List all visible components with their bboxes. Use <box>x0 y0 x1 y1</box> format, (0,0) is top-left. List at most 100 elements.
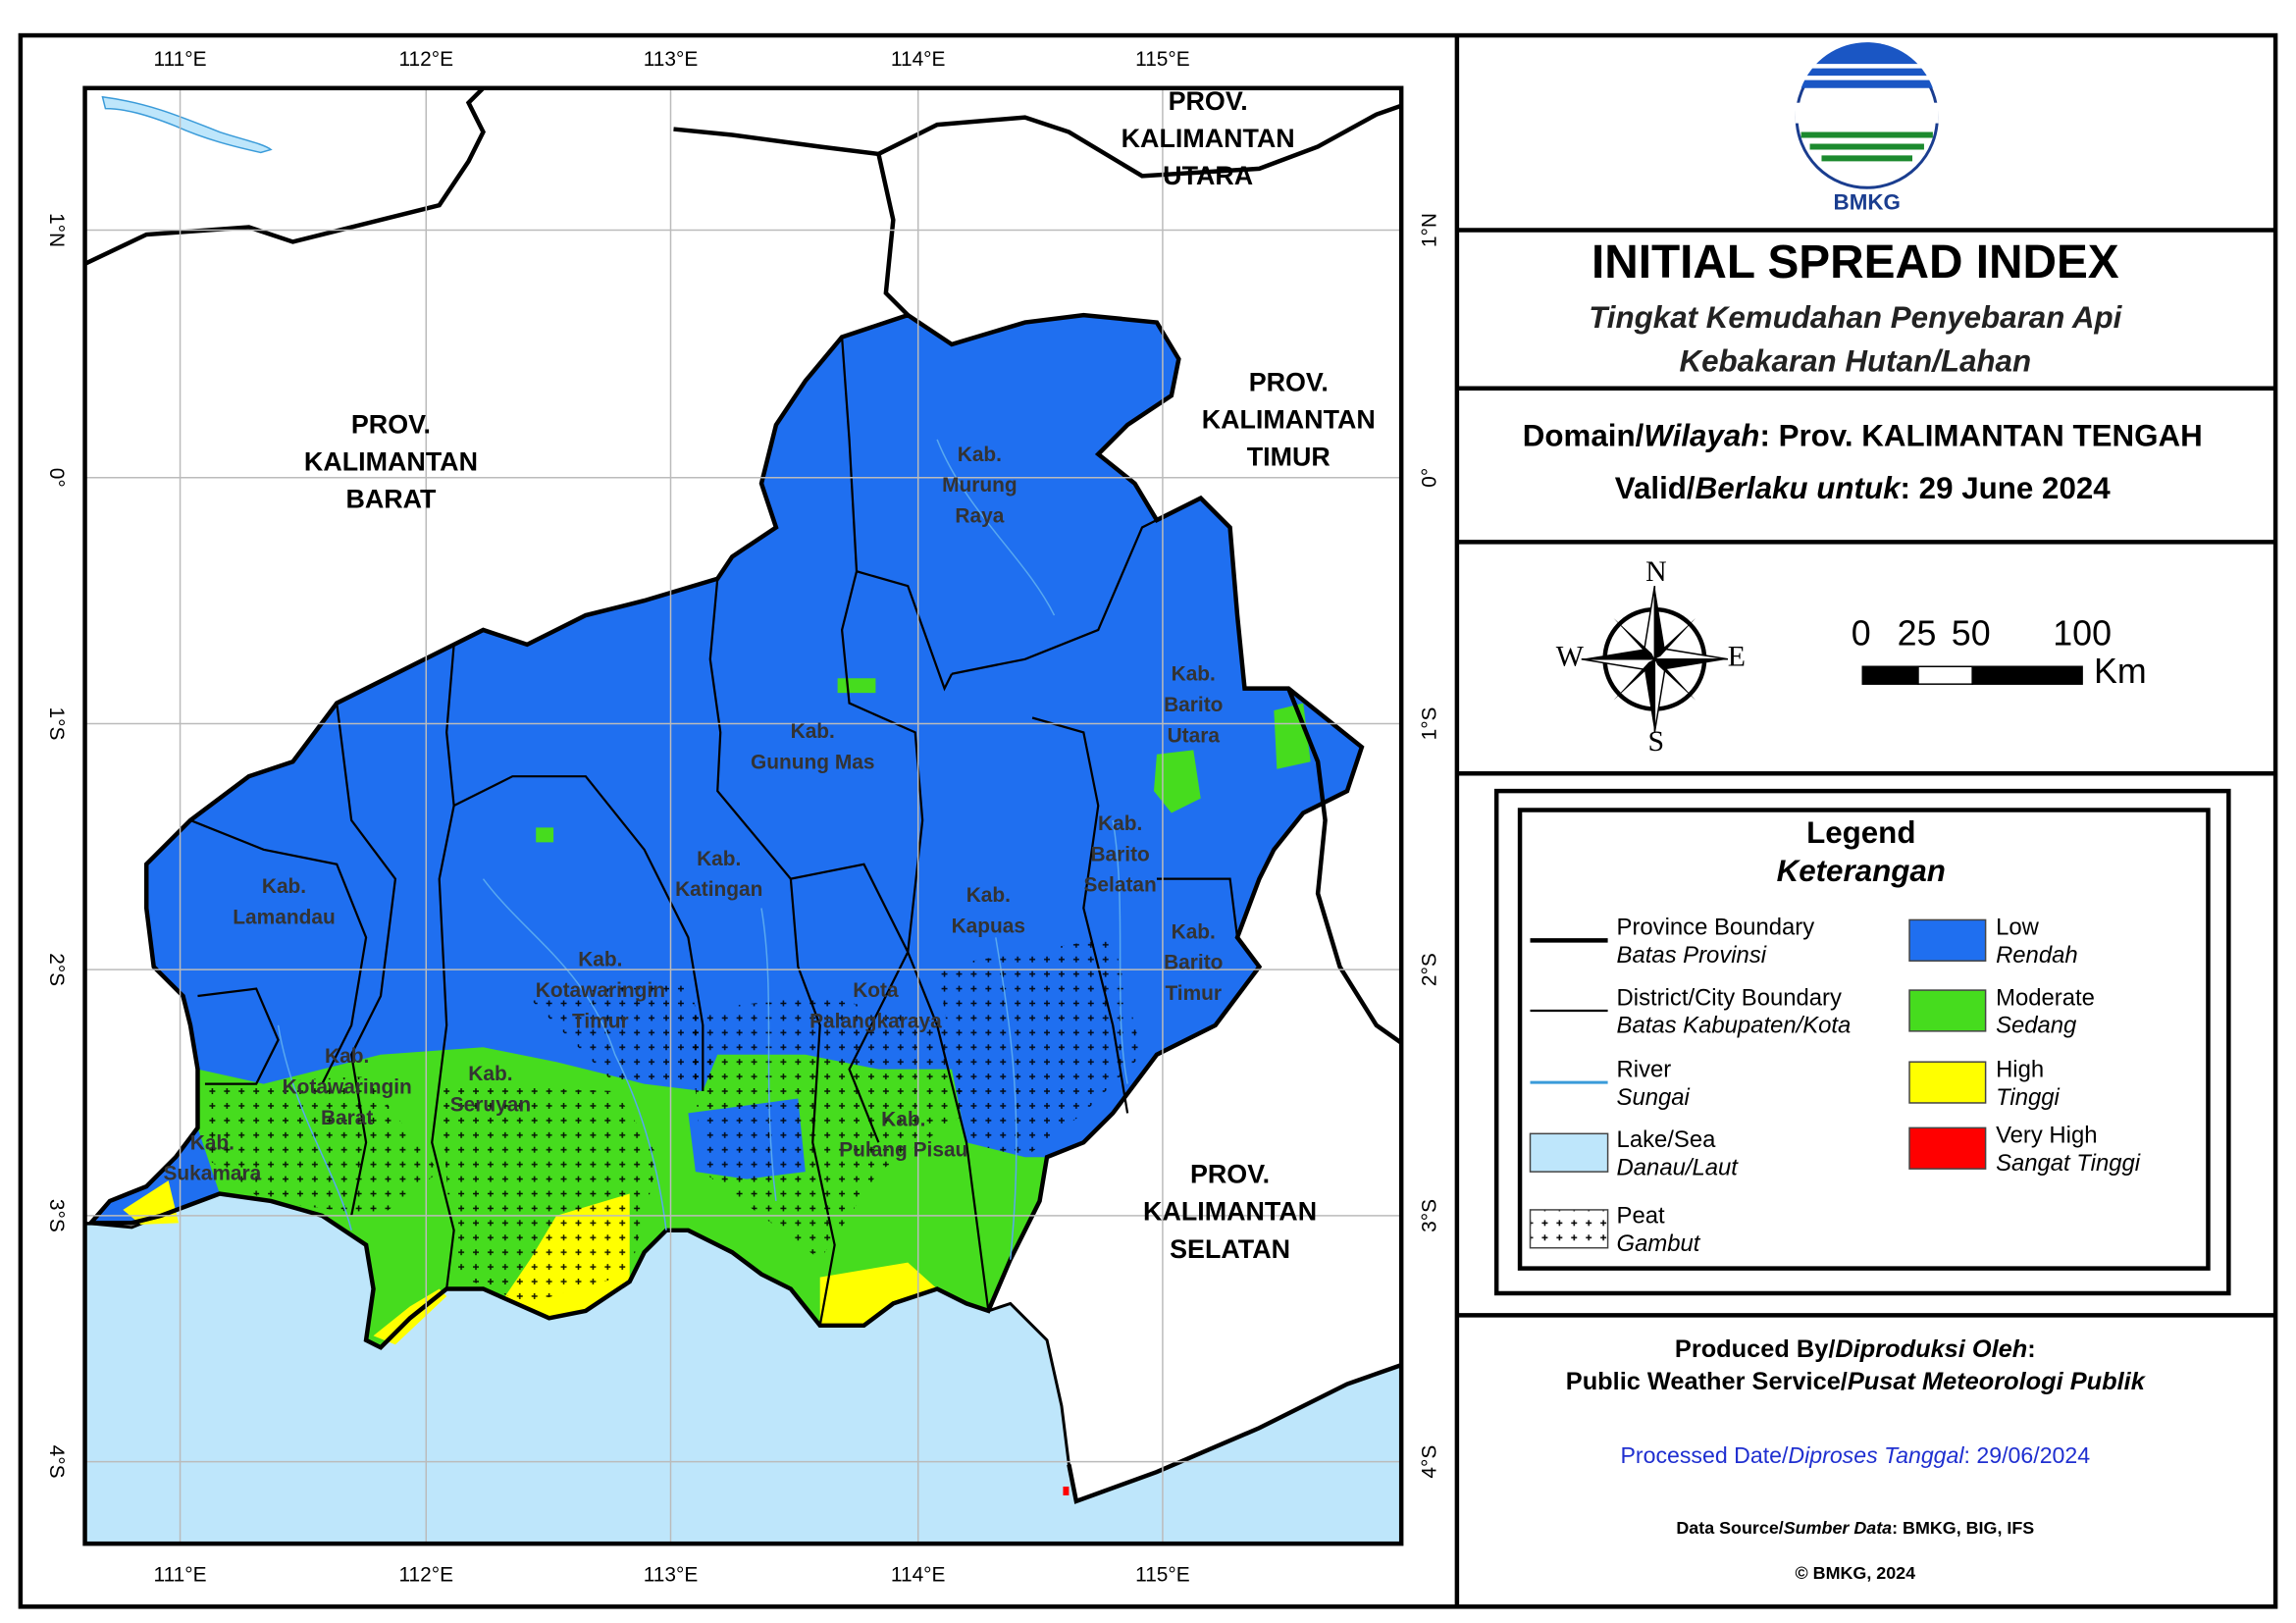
logo-text: BMKG <box>1834 190 1901 215</box>
district-label: Selatan <box>1084 874 1157 897</box>
scale-label: 100 <box>2053 613 2112 653</box>
legend-lake-swatch <box>1529 1132 1609 1173</box>
legend-class-swatch <box>1908 1126 1987 1170</box>
province-label: PROV. <box>351 410 431 440</box>
legend-sublabel: Batas Kabupaten/Kota <box>1617 1013 1852 1039</box>
scale-label: 50 <box>1952 613 1991 653</box>
producer: Public Weather Service/Pusat Meteorologi… <box>1566 1368 2147 1395</box>
district-label: Raya <box>955 505 1004 528</box>
map-area <box>84 87 1402 1544</box>
compass-point <box>1654 658 1696 701</box>
district-boundary <box>856 570 954 692</box>
district-boundary <box>708 578 836 1327</box>
compass-point <box>1613 658 1655 701</box>
province-label: KALIMANTAN <box>1122 124 1295 153</box>
latitude-label: 2°S <box>45 953 68 986</box>
produced-by-part: : <box>2027 1335 2035 1363</box>
district-label: Seruyan <box>450 1093 531 1116</box>
province-label: KALIMANTAN <box>1143 1197 1317 1227</box>
legend-class-swatch <box>1908 918 1987 962</box>
logo-band <box>1795 102 1939 124</box>
moderate-patch <box>837 678 876 694</box>
latitude-label: 1°N <box>45 213 68 247</box>
domain-part: Wilayah <box>1644 419 1759 453</box>
compass-rose <box>1581 586 1729 733</box>
peat-area <box>937 937 1143 1158</box>
province-label: PROV. <box>1249 367 1329 396</box>
district-boundary <box>197 987 280 1085</box>
province-label: BARAT <box>345 485 437 514</box>
longitude-label: 114°E <box>891 1564 946 1587</box>
longitude-label: 115°E <box>1135 1564 1190 1587</box>
river <box>101 95 273 154</box>
compass-point <box>1654 586 1665 659</box>
district-label: Kab. <box>958 444 1002 466</box>
district-label: Katingan <box>675 878 762 901</box>
producer-part: Public Weather Service/ <box>1566 1368 1848 1395</box>
district-label: Kab. <box>468 1063 512 1085</box>
valid-date-part: Berlaku untuk <box>1696 471 1902 505</box>
district-boundary <box>1156 877 1239 938</box>
legend-subtitle: Keterangan <box>1777 854 1946 888</box>
copyright: © BMKG, 2024 <box>1796 1563 1916 1583</box>
legend-label: Moderate <box>1996 984 2095 1011</box>
district-label: Kab. <box>1172 663 1216 686</box>
data-source-part: Sumber Data <box>1784 1518 1892 1538</box>
longitude-label: 112°E <box>398 48 453 71</box>
legend-class-swatch <box>1908 1061 1987 1104</box>
province-label: UTARA <box>1163 161 1253 190</box>
scale-label: 25 <box>1898 613 1937 653</box>
district-boundary <box>951 519 1158 675</box>
legend-label: River <box>1617 1056 1672 1082</box>
latitude-label: 1°S <box>1419 707 1441 741</box>
legend-sublabel: Tinggi <box>1996 1084 2060 1111</box>
legend-label: Province Boundary <box>1617 915 1815 941</box>
latitude-label: 0° <box>45 468 68 488</box>
district-label: Barito <box>1090 843 1149 865</box>
legend-label: District/City Boundary <box>1617 984 1842 1011</box>
latitude-label: 3°S <box>1419 1199 1441 1232</box>
district-label: Kota <box>853 979 899 1002</box>
valid-date: Valid/Berlaku untuk: 29 June 2024 <box>1615 471 2112 505</box>
processed-date: Processed Date/Diproses Tanggal: 29/06/2… <box>1620 1442 2090 1468</box>
province-label: TIMUR <box>1247 442 1331 471</box>
compass-point <box>1654 658 1728 670</box>
district-label: Sukamara <box>163 1163 261 1185</box>
data-source-part: Data Source/ <box>1676 1518 1783 1538</box>
district-label: Kotawaringin <box>283 1076 412 1099</box>
province-label: KALIMANTAN <box>1202 404 1376 434</box>
latitude-label: 4°S <box>45 1445 68 1479</box>
legend-sublabel: Batas Provinsi <box>1617 942 1767 969</box>
processed-date-part: Processed Date/ <box>1620 1442 1789 1468</box>
scale-segment <box>1861 665 1919 685</box>
district-label: Timur <box>572 1010 629 1032</box>
legend-label: Low <box>1996 915 2040 941</box>
scale-segment <box>1917 665 1973 685</box>
district-label: Kab. <box>325 1045 369 1068</box>
compass-letter: W <box>1556 641 1585 673</box>
legend-sublabel: Sangat Tinggi <box>1996 1150 2141 1177</box>
valid-date-part: Valid/ <box>1615 471 1696 505</box>
district-label: Kab. <box>966 884 1011 907</box>
latitude-label: 3°S <box>45 1199 68 1232</box>
district-label: Lamandau <box>233 906 335 928</box>
peat-area <box>688 996 966 1260</box>
longitude-label: 111°E <box>154 48 207 71</box>
compass-point <box>1581 649 1655 659</box>
legend-sublabel: Gambut <box>1617 1230 1701 1257</box>
district-label: Kab. <box>262 875 306 898</box>
district-label: Kab. <box>1098 812 1142 835</box>
province-label: PROV. <box>1169 86 1248 116</box>
compass-point <box>1613 618 1655 659</box>
legend-label: Very High <box>1996 1123 2097 1149</box>
processed-date-part: Diproses Tanggal <box>1788 1442 1964 1468</box>
district-label: Barito <box>1164 694 1223 716</box>
compass-point <box>1644 658 1655 733</box>
longitude-label: 114°E <box>891 48 946 71</box>
longitude-label: 112°E <box>398 1564 453 1587</box>
district-boundary <box>790 863 910 1143</box>
compass-letter: E <box>1728 641 1746 673</box>
compass-letter: N <box>1645 555 1667 588</box>
